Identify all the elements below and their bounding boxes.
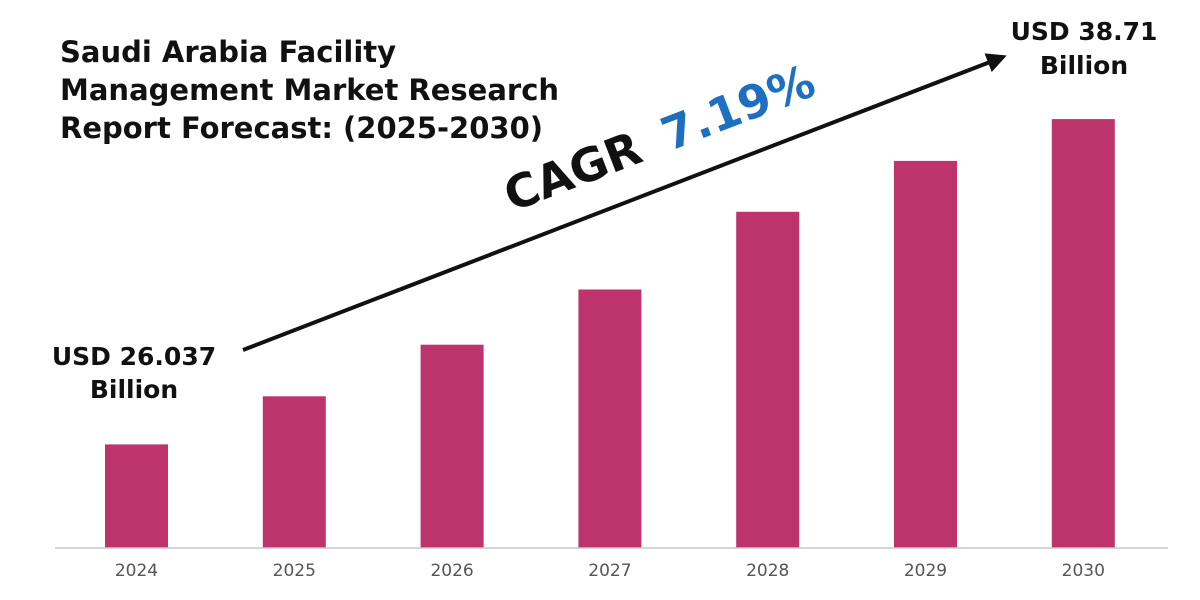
x-tick-label-2029: 2029 [904,561,947,581]
start-value-label-line-2: Billion [90,375,178,404]
x-tick-label-2027: 2027 [588,561,631,581]
growth-trend-arrow [242,53,1007,352]
x-tick-label-2024: 2024 [115,561,158,581]
bar-2028 [736,211,800,549]
cagr-value: 7.19% [654,54,822,162]
end-value-label-line-2: Billion [1040,51,1128,80]
x-tick-label-2026: 2026 [430,561,473,581]
x-tick-label-2028: 2028 [746,561,789,581]
chart-title-line-2: Management Market Research [60,73,559,107]
start-value-label-line-1: USD 26.037 [52,342,216,371]
bar-2024 [105,444,168,548]
bar-2029 [894,160,957,548]
bar-2027 [578,289,642,548]
end-value-label-line-1: USD 38.71 [1011,17,1158,46]
bar-2026 [420,344,484,548]
chart-title-line-1: Saudi Arabia Facility [60,35,396,69]
x-tick-label-2030: 2030 [1062,561,1105,581]
bar-2025 [262,396,326,548]
x-tick-label-2025: 2025 [273,561,316,581]
bar-2030 [1051,119,1115,548]
bar-series [105,119,1115,549]
chart-title-line-3: Report Forecast: (2025-2030) [60,111,543,145]
x-axis-ticks: 2024 2025 2026 2027 2028 2029 2030 [115,561,1105,581]
